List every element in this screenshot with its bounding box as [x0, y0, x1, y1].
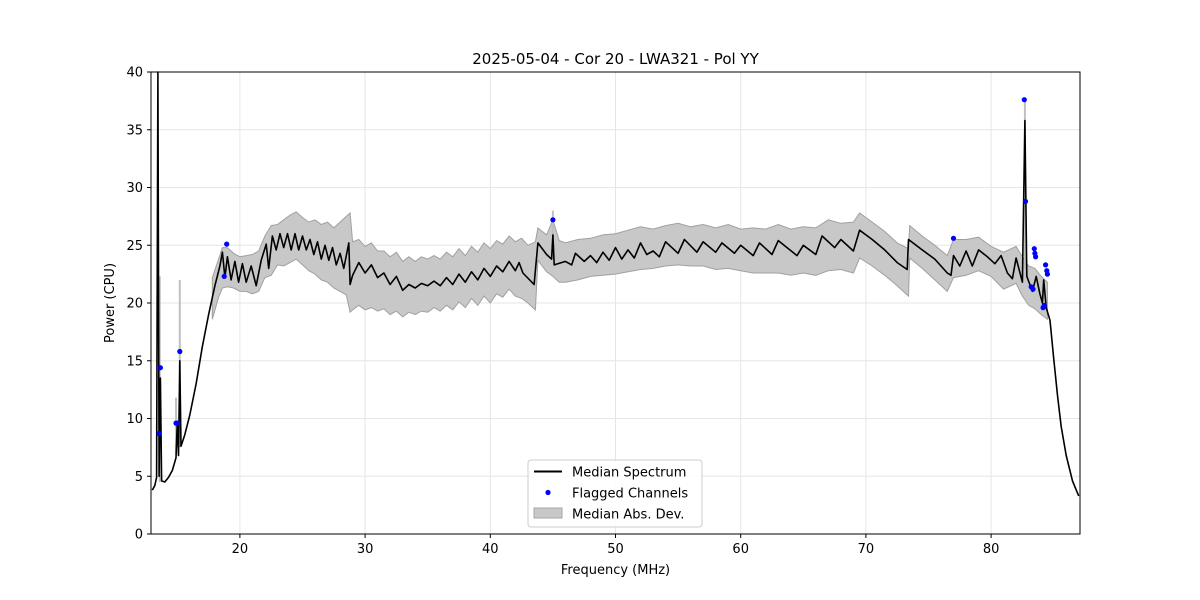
x-tick-label: 80: [983, 542, 1000, 557]
median-spectrum-line: [151, 71, 1080, 497]
flagged-point: [550, 217, 556, 223]
mad-band: [211, 211, 1048, 321]
flagged-point: [1043, 262, 1049, 268]
legend: Median Spectrum Flagged Channels Median …: [527, 459, 703, 528]
median-line-layer: [151, 71, 1080, 497]
flagged-point: [224, 241, 230, 247]
y-axis-ticks: 0 5 10 15 20 25 30 35 40: [126, 66, 151, 543]
flagged-point: [1030, 286, 1036, 292]
flagged-point: [1041, 302, 1047, 308]
flagged-point: [1031, 246, 1037, 252]
x-tick-label: 30: [357, 542, 374, 557]
mad-band-layer: [211, 211, 1048, 321]
x-tick-label: 40: [482, 542, 499, 557]
y-tick-label: 30: [126, 181, 143, 196]
y-axis-label: Power (CPU): [103, 263, 118, 343]
y-tick-label: 15: [126, 354, 143, 369]
y-tick-label: 10: [126, 412, 143, 427]
y-tick-label: 40: [126, 66, 143, 81]
legend-box: [527, 459, 703, 528]
flagged-point: [1033, 254, 1039, 260]
legend-label-flagged: Flagged Channels: [572, 487, 688, 502]
flagged-point: [175, 420, 181, 426]
y-tick-label: 5: [135, 470, 143, 485]
legend-marker-swatch: [545, 489, 551, 496]
x-tick-label: 70: [858, 542, 875, 557]
x-axis-label: Frequency (MHz): [561, 563, 670, 578]
flagged-point: [156, 430, 162, 437]
flagged-points-layer: [156, 97, 1050, 437]
legend-band-swatch: [533, 507, 563, 519]
flagged-point: [950, 235, 957, 241]
flagged-point: [1044, 271, 1050, 277]
x-axis-ticks: 20 30 40 50 60 70 80: [232, 534, 1000, 557]
x-tick-label: 60: [732, 542, 749, 557]
y-tick-label: 0: [135, 528, 143, 543]
y-tick-label: 20: [126, 297, 143, 312]
flagged-point: [177, 348, 183, 355]
chart-title: 2025-05-04 - Cor 20 - LWA321 - Pol YY: [472, 50, 759, 68]
x-tick-label: 20: [232, 542, 249, 557]
y-tick-label: 25: [126, 239, 143, 254]
flagged-point: [157, 365, 163, 371]
x-tick-label: 50: [607, 542, 624, 557]
flagged-point: [221, 273, 227, 279]
legend-label-band: Median Abs. Dev.: [572, 508, 684, 523]
spikes-layer: [158, 99, 1026, 483]
y-tick-label: 35: [126, 123, 143, 138]
flagged-point: [1021, 97, 1027, 103]
legend-label-median: Median Spectrum: [572, 466, 686, 481]
flagged-point: [1022, 198, 1029, 204]
